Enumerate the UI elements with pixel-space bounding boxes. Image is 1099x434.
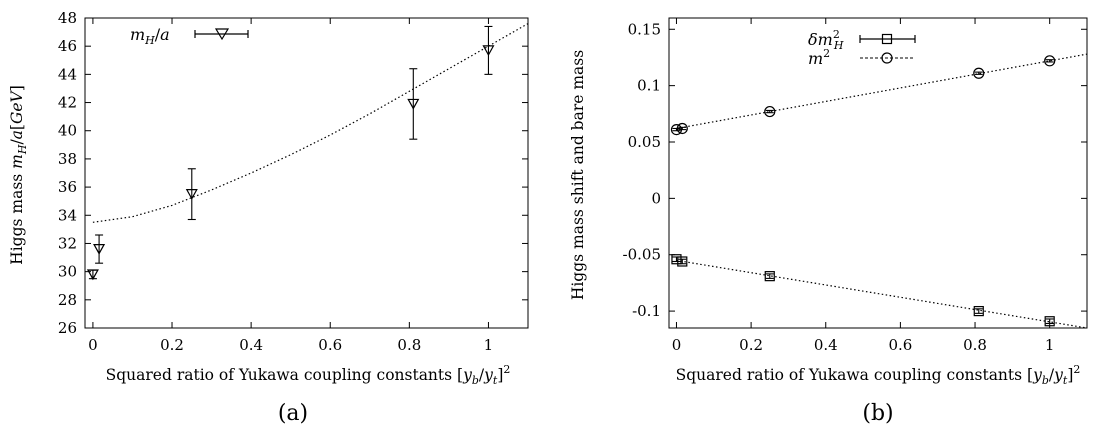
- x-tick-label: 0.2: [160, 336, 184, 354]
- y-tick-label: 26: [58, 319, 77, 337]
- data-point: [185, 189, 198, 200]
- panel-caption: (a): [278, 401, 308, 426]
- y-axis-title: Higgs mass shift and bare mass: [569, 50, 587, 300]
- legend-label-mh: mH/a: [130, 25, 170, 47]
- y-axis-ticks: 26 28 30 32 34 36 38 40 42 44 46 48: [58, 9, 528, 337]
- x-tick-label: 0: [672, 336, 682, 354]
- fit-curve: [92, 23, 529, 223]
- legend-marker-circle: [881, 52, 893, 64]
- x-axis-title: Squared ratio of Yukawa coupling constan…: [106, 363, 511, 387]
- y-tick-label: -0.05: [623, 246, 661, 264]
- data-point: [86, 269, 99, 281]
- x-tick-label: 0.6: [888, 336, 912, 354]
- y-tick-label: 42: [58, 94, 77, 112]
- x-tick-label: 0.2: [739, 336, 763, 354]
- legend: mH/a: [130, 25, 249, 47]
- y-tick-label: -0.1: [632, 302, 661, 320]
- x-tick-label: 1: [484, 336, 494, 354]
- y-tick-label: 28: [58, 291, 77, 309]
- data-point: [93, 243, 106, 255]
- legend-marker-triangle: [214, 28, 230, 41]
- x-tick-label: 1: [1045, 336, 1055, 354]
- x-axis-ticks: 0 0.2 0.4 0.6 0.8 1: [88, 18, 493, 354]
- data-point: [1044, 55, 1056, 67]
- data-points: [86, 25, 495, 281]
- x-axis-ticks: 0 0.2 0.4 0.6 0.8 1: [672, 18, 1055, 354]
- plot-frame: [668, 17, 1088, 329]
- y-tick-label: 0.1: [637, 77, 661, 95]
- legend-label-delta-mh2: δm2 H: [808, 28, 844, 52]
- data-point: [973, 305, 984, 317]
- y-tick-label: 34: [58, 206, 77, 224]
- legend-marker-square: [881, 33, 893, 45]
- panel-a: 0 0.2 0.4 0.6 0.8 1 262830323436384042444648 …: [8, 9, 529, 426]
- x-tick-label: 0.8: [397, 336, 421, 354]
- data-points: [670, 55, 1056, 327]
- y-tick-label: 0.15: [628, 20, 661, 38]
- data-point: [482, 45, 495, 57]
- fit-line: [676, 53, 1088, 130]
- data-point: [1044, 316, 1055, 327]
- plot-frame: [84, 17, 529, 329]
- fit-lines: [676, 53, 1088, 329]
- data-point: [407, 98, 420, 110]
- x-tick-label: 0.8: [963, 336, 987, 354]
- x-tick-label: 0: [88, 336, 98, 354]
- y-tick-label: 36: [58, 178, 77, 196]
- data-point: [764, 271, 775, 282]
- x-tick-label: 0.6: [318, 336, 342, 354]
- y-axis-title: Higgs mass mH/a[GeV]: [8, 85, 29, 265]
- data-point: [764, 105, 776, 118]
- y-tick-label: 32: [58, 234, 77, 252]
- data-point: [677, 256, 688, 267]
- y-tick-label: 40: [58, 122, 77, 140]
- legend: δm2 H m2: [808, 28, 916, 68]
- fit-line: [676, 259, 1088, 329]
- y-tick-label: 46: [58, 37, 77, 55]
- legend-label-m2: m2: [808, 47, 830, 68]
- data-point: [973, 67, 985, 79]
- y-tick-label: 48: [58, 9, 77, 27]
- panel-b: 0 0.2 0.4 0.6 0.8 1 -0.1 -0.05 0 0.05 0.1 0.15 δm2…: [569, 17, 1088, 426]
- x-axis-title: Squared ratio of Yukawa coupling constan…: [676, 363, 1081, 387]
- panel-caption: (b): [862, 401, 893, 426]
- x-tick-label: 0.4: [239, 336, 263, 354]
- y-tick-label: 0.05: [628, 133, 661, 151]
- y-tick-label: 38: [58, 150, 77, 168]
- data-point: [676, 122, 688, 135]
- y-tick-label: 0: [651, 189, 661, 207]
- y-tick-label: 30: [58, 263, 77, 281]
- y-axis-ticks: -0.1 -0.05 0 0.05 0.1 0.15: [623, 20, 1087, 320]
- y-tick-label: 44: [58, 65, 77, 83]
- x-tick-label: 0.4: [814, 336, 838, 354]
